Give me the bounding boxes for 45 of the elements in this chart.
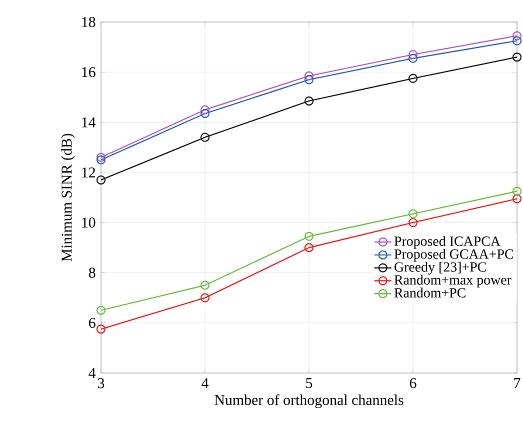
y-tick-label: 10 bbox=[82, 218, 96, 228]
y-axis-title: Minimum SINR (dB) bbox=[61, 134, 75, 262]
y-tick-label: 16 bbox=[82, 67, 96, 78]
point bbox=[512, 36, 522, 46]
x-tick-label: 5 bbox=[306, 378, 312, 388]
point bbox=[408, 50, 418, 60]
legend-label: Random+max power bbox=[394, 274, 512, 288]
y-tick-label: 14 bbox=[82, 117, 96, 128]
legend-label: Proposed GCAA+PC bbox=[394, 248, 514, 262]
point bbox=[304, 71, 314, 80]
x-tick-label: 6 bbox=[410, 378, 416, 388]
point bbox=[200, 105, 210, 114]
point bbox=[304, 75, 314, 84]
point bbox=[200, 108, 210, 118]
point bbox=[408, 74, 418, 84]
x-tick-label: 4 bbox=[202, 378, 209, 388]
point bbox=[96, 324, 106, 334]
x-axis-title: Number of orthogonal channels bbox=[214, 394, 404, 408]
legend-label: Random+PC bbox=[394, 288, 466, 298]
point bbox=[304, 96, 314, 106]
point bbox=[96, 152, 106, 162]
point bbox=[408, 218, 418, 228]
y-tick-label: 8 bbox=[88, 268, 96, 278]
point bbox=[96, 306, 106, 315]
point bbox=[512, 186, 522, 196]
point bbox=[96, 175, 106, 185]
y-tick-label: 6 bbox=[88, 318, 96, 328]
point bbox=[304, 232, 314, 241]
point bbox=[408, 209, 418, 218]
x-tick-label: 7 bbox=[514, 378, 520, 388]
point bbox=[512, 52, 522, 62]
y-tick-label: 18 bbox=[82, 16, 96, 28]
point bbox=[200, 293, 210, 302]
point bbox=[96, 155, 106, 164]
point bbox=[304, 243, 314, 252]
point bbox=[408, 54, 418, 63]
legend-label: Proposed ICAPCA bbox=[394, 236, 500, 249]
x-tick-label: 3 bbox=[98, 378, 104, 388]
point bbox=[512, 194, 522, 204]
point bbox=[200, 132, 210, 142]
y-tick-label: 4 bbox=[88, 368, 96, 378]
legend-label: Greedy [23]+PC bbox=[394, 262, 486, 275]
point bbox=[512, 31, 522, 40]
y-tick-label: 12 bbox=[82, 167, 95, 178]
point bbox=[200, 280, 210, 290]
